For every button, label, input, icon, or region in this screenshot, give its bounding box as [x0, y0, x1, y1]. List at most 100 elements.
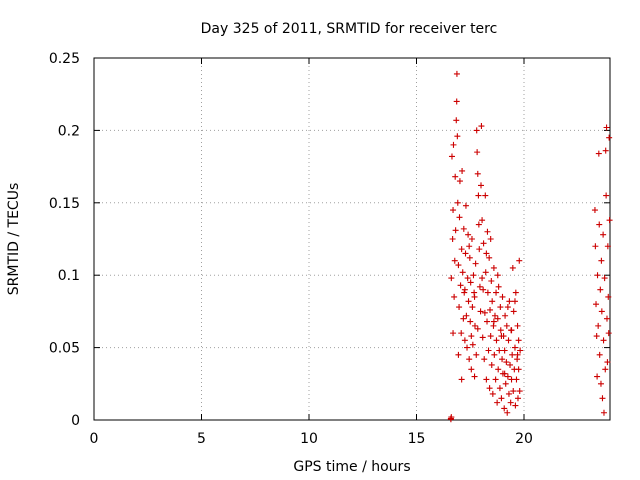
- data-point: [509, 351, 516, 358]
- data-point: [604, 243, 611, 250]
- data-point: [454, 199, 461, 206]
- data-point: [476, 246, 483, 253]
- data-point: [603, 315, 610, 322]
- data-point: [495, 283, 502, 290]
- data-point: [456, 304, 463, 311]
- data-point: [503, 322, 510, 329]
- data-point: [514, 351, 521, 358]
- data-point: [591, 207, 598, 214]
- data-point: [605, 293, 612, 300]
- data-point: [468, 236, 475, 242]
- data-point: [464, 344, 471, 351]
- data-point: [470, 272, 477, 279]
- data-point: [507, 361, 514, 368]
- data-point: [498, 395, 505, 402]
- data-point: [599, 395, 606, 402]
- data-point: [461, 289, 468, 296]
- data-point: [515, 337, 522, 344]
- data-points: [447, 70, 613, 423]
- data-point: [483, 376, 490, 383]
- data-point: [601, 275, 608, 282]
- data-point: [606, 217, 613, 224]
- data-point: [469, 304, 476, 311]
- data-point: [465, 231, 472, 238]
- data-point: [494, 272, 501, 279]
- y-tick-label: 0.1: [58, 268, 80, 284]
- data-point: [467, 318, 474, 325]
- data-point: [501, 347, 508, 354]
- data-point: [460, 225, 467, 232]
- data-point: [453, 98, 460, 105]
- data-point: [504, 304, 511, 311]
- data-point: [453, 70, 460, 77]
- data-point: [474, 325, 481, 332]
- data-point: [600, 231, 607, 238]
- x-tick-label: 5: [197, 431, 206, 447]
- data-point: [480, 286, 487, 293]
- data-point: [600, 337, 607, 344]
- data-point: [450, 207, 457, 214]
- plot-frame: [93, 57, 611, 421]
- data-point: [487, 236, 494, 242]
- data-point: [458, 246, 465, 253]
- data-point: [473, 351, 480, 358]
- y-tick-label: 0: [71, 413, 80, 429]
- data-point: [501, 370, 508, 377]
- y-tick-label: 0.15: [49, 196, 80, 212]
- data-point: [462, 202, 469, 209]
- data-point: [597, 286, 604, 293]
- data-point: [466, 254, 473, 261]
- data-point: [448, 414, 455, 421]
- data-point: [606, 134, 613, 141]
- data-point: [478, 123, 485, 130]
- data-point: [488, 277, 495, 284]
- data-point: [600, 409, 607, 416]
- data-point: [455, 351, 462, 358]
- data-point: [460, 315, 467, 322]
- y-tick-label: 0.05: [49, 341, 80, 357]
- data-point: [472, 260, 479, 267]
- data-point: [491, 312, 498, 319]
- data-point: [479, 217, 486, 224]
- data-point: [605, 330, 612, 337]
- tick-labels: 0 5 10 15 20 0 0.05 0.1 0.15 0.2 0.25: [49, 51, 533, 447]
- data-point: [481, 309, 488, 316]
- data-point: [456, 214, 463, 221]
- data-point: [477, 308, 484, 315]
- data-point: [510, 388, 517, 395]
- data-point: [487, 333, 494, 340]
- data-point: [509, 264, 516, 271]
- data-point: [512, 402, 519, 409]
- data-point: [457, 282, 464, 289]
- axis-ticks: [93, 57, 610, 421]
- data-point: [511, 298, 518, 305]
- data-point: [474, 149, 481, 156]
- data-point: [489, 390, 496, 397]
- data-point: [498, 333, 505, 340]
- data-point: [466, 356, 473, 363]
- data-point: [459, 269, 466, 276]
- x-tick-label: 10: [300, 431, 318, 447]
- x-tick-label: 0: [90, 431, 99, 447]
- data-point: [468, 333, 475, 340]
- data-point: [505, 390, 512, 397]
- data-point: [596, 221, 603, 228]
- data-point: [458, 376, 465, 383]
- data-point: [596, 351, 603, 358]
- data-point: [455, 262, 462, 269]
- data-point: [480, 240, 487, 247]
- chart-title: Day 325 of 2011, SRMTID for receiver ter…: [201, 21, 498, 37]
- data-point: [602, 366, 609, 373]
- data-point: [462, 250, 469, 257]
- data-point: [505, 337, 512, 344]
- data-point: [482, 192, 489, 199]
- data-point: [604, 359, 611, 366]
- data-point: [471, 373, 478, 380]
- data-point: [508, 327, 515, 334]
- data-point: [458, 330, 465, 337]
- y-tick-label: 0.25: [49, 51, 80, 67]
- data-point: [471, 293, 478, 300]
- data-point: [465, 298, 472, 305]
- data-point: [499, 293, 506, 300]
- data-point: [448, 153, 455, 160]
